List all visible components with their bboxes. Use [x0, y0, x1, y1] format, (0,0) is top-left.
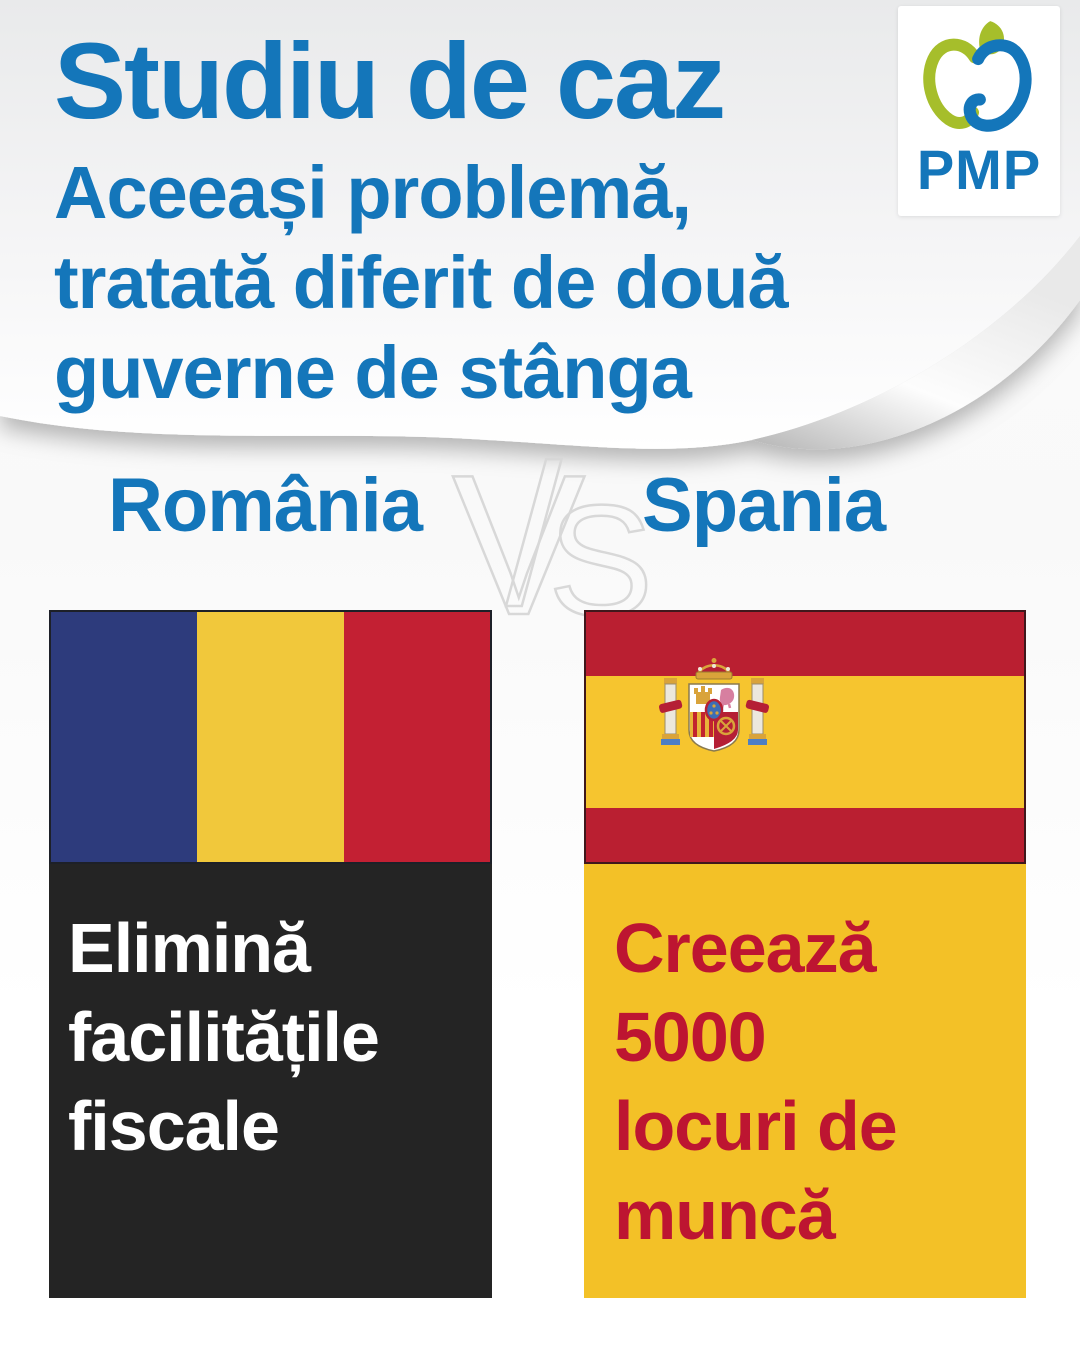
- flag-band-red-bottom: [586, 808, 1024, 862]
- romania-flag: [49, 610, 492, 864]
- statement-line: 5000: [614, 998, 767, 1076]
- flag-stripe-red: [343, 612, 490, 862]
- page-title: Studiu de caz: [54, 20, 726, 141]
- statement-line: facilitățile: [68, 998, 380, 1076]
- statement-line: Elimină: [68, 909, 311, 987]
- pmp-apple-icon: [923, 21, 1032, 132]
- pmp-logo-text: PMP: [916, 138, 1042, 201]
- pmp-logo-box: PMP: [898, 6, 1060, 216]
- spania-statement-card: Creează 5000 locuri de muncă: [584, 864, 1026, 1298]
- subtitle-line: Aceeași problemă,: [54, 151, 692, 234]
- spain-coat-of-arms: [658, 657, 770, 752]
- flag-band-yellow: [586, 657, 1024, 809]
- statement-line: muncă: [614, 1176, 836, 1254]
- flag-band-red-top: [586, 612, 1024, 676]
- statement-line: fiscale: [68, 1087, 280, 1165]
- romania-statement-card: Elimină facilitățile fiscale: [49, 864, 492, 1298]
- vs-watermark-slash: /: [505, 424, 563, 647]
- country-label-romania: România: [108, 463, 423, 548]
- statement-line: locuri de: [614, 1087, 898, 1165]
- paper-curl-background: [0, 0, 1080, 450]
- flag-stripe-blue: [51, 612, 198, 862]
- subtitle-line: tratată diferit de două: [54, 241, 789, 324]
- spain-flag: [584, 610, 1026, 864]
- country-label-spania: Spania: [642, 463, 886, 548]
- page-subtitle: Aceeași problemă, tratată diferit de dou…: [54, 148, 789, 418]
- subtitle-line: guverne de stânga: [54, 331, 692, 414]
- flag-stripe-yellow: [197, 612, 344, 862]
- statement-line: Creează: [614, 909, 877, 987]
